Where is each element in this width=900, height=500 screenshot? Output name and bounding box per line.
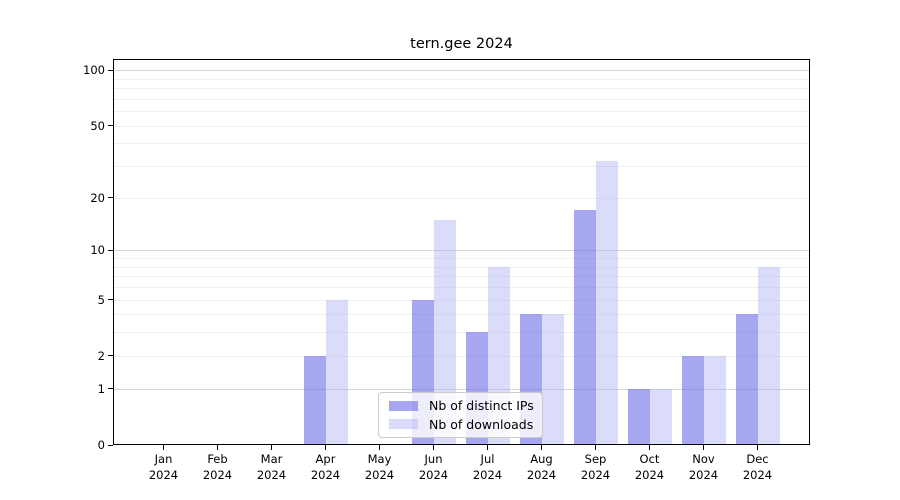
gridline-minor <box>113 266 810 268</box>
x-tick-label: Mar 2024 <box>256 452 287 482</box>
bar-downloads-nov <box>703 355 726 445</box>
bar-downloads-aug <box>541 314 564 445</box>
bar-distinct-ips-sep <box>573 210 596 445</box>
x-tick-mark <box>163 445 164 450</box>
x-tick-mark <box>433 445 434 450</box>
y-tick-label: 0 <box>97 438 105 452</box>
y-tick-label: 10 <box>90 243 105 258</box>
gridline-major <box>113 388 810 390</box>
gridline-minor <box>113 332 810 334</box>
y-tick-label: 1 <box>97 381 105 396</box>
x-tick-mark <box>757 445 758 450</box>
gridline-minor <box>113 276 810 278</box>
gridline-minor <box>113 111 810 113</box>
x-tick-mark <box>649 445 650 450</box>
y-tick-mark <box>108 299 113 300</box>
y-tick-mark <box>108 249 113 251</box>
x-tick-label: Jul 2024 <box>472 452 503 482</box>
gridline-minor <box>113 197 810 199</box>
gridline-minor <box>113 258 810 260</box>
chart-title: tern.gee 2024 <box>410 36 513 52</box>
y-tick-label: 50 <box>90 118 105 133</box>
bar-distinct-ips-dec <box>735 314 758 445</box>
gridline-minor <box>113 299 810 301</box>
plot-area <box>113 59 810 445</box>
legend-label-distinct-ips: Nb of distinct IPs <box>429 398 534 414</box>
legend-swatch-distinct-ips <box>389 400 418 411</box>
x-tick-mark <box>595 445 596 450</box>
x-tick-label: Nov 2024 <box>688 452 719 482</box>
bar-downloads-dec <box>757 266 780 445</box>
gridline-minor <box>113 166 810 168</box>
legend: Nb of distinct IPs Nb of downloads <box>378 392 543 438</box>
gridline-major <box>113 250 810 252</box>
gridline-minor <box>113 78 810 80</box>
bar-downloads-jun <box>433 219 456 445</box>
gridline-minor <box>113 88 810 90</box>
y-tick-mark <box>108 125 113 127</box>
x-tick-label: Aug 2024 <box>526 452 557 482</box>
x-tick-mark <box>379 445 380 450</box>
x-tick-mark <box>271 445 272 450</box>
bar-distinct-ips-oct <box>627 388 650 445</box>
gridline-minor <box>113 98 810 100</box>
legend-swatch-downloads <box>389 419 418 430</box>
x-tick-label: Jun 2024 <box>418 452 449 482</box>
y-tick-mark <box>108 355 113 357</box>
y-tick-mark <box>108 197 113 199</box>
bar-distinct-ips-nov <box>681 355 704 445</box>
y-tick-label: 2 <box>97 348 105 363</box>
gridline-minor <box>113 314 810 316</box>
gridline-major <box>113 70 810 72</box>
y-tick-label: 100 <box>83 63 105 78</box>
bar-downloads-sep <box>595 161 618 445</box>
y-tick-mark <box>108 444 113 446</box>
gridline-minor <box>113 125 810 127</box>
y-tick-mark <box>108 388 113 390</box>
bar-distinct-ips-apr <box>303 355 326 445</box>
gridline-minor <box>113 286 810 288</box>
x-tick-label: Jan 2024 <box>148 452 179 482</box>
y-tick-label: 20 <box>90 190 105 205</box>
x-tick-label: Sep 2024 <box>580 452 611 482</box>
x-tick-label: Dec 2024 <box>742 452 773 482</box>
x-tick-mark <box>703 445 704 450</box>
legend-row-downloads: Nb of downloads <box>389 416 534 432</box>
x-tick-label: Apr 2024 <box>310 452 341 482</box>
gridline-minor <box>113 355 810 357</box>
x-tick-mark <box>217 445 218 450</box>
gridline-minor <box>113 143 810 145</box>
x-tick-label: Oct 2024 <box>634 452 665 482</box>
y-tick-mark <box>108 69 113 71</box>
x-tick-label: May 2024 <box>364 452 395 482</box>
bar-downloads-apr <box>325 299 348 445</box>
legend-row-distinct-ips: Nb of distinct IPs <box>389 398 534 414</box>
x-tick-mark <box>541 445 542 450</box>
legend-label-downloads: Nb of downloads <box>429 416 534 432</box>
x-tick-mark <box>325 445 326 450</box>
x-tick-label: Feb 2024 <box>202 452 233 482</box>
x-tick-mark <box>487 445 488 450</box>
bar-downloads-oct <box>649 388 672 445</box>
y-tick-label: 5 <box>97 292 105 307</box>
